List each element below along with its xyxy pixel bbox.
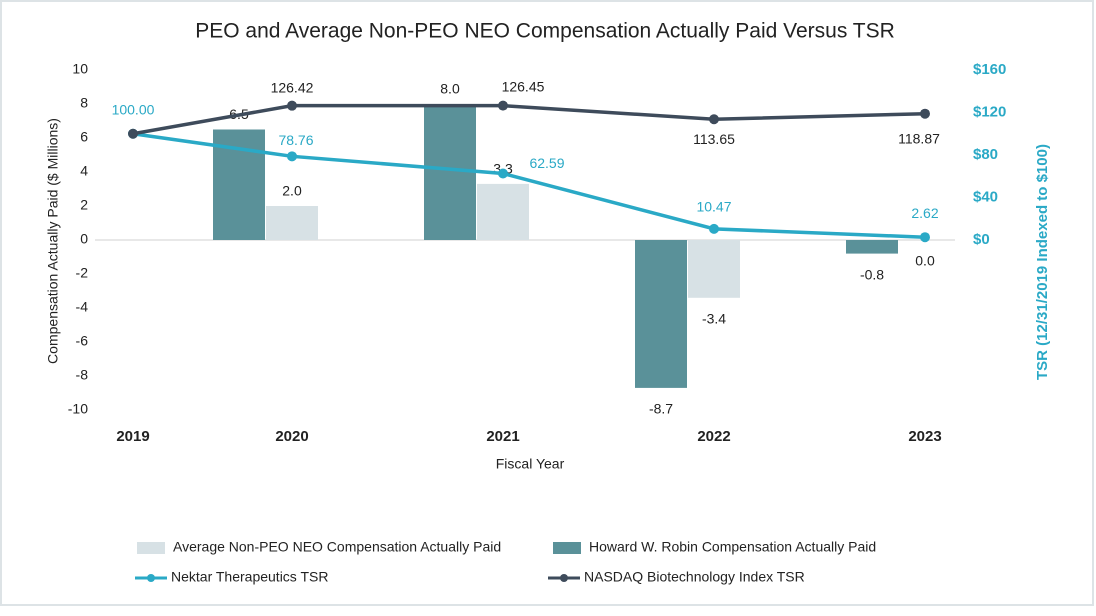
marker — [287, 100, 297, 111]
marker — [128, 128, 138, 139]
marker — [920, 108, 930, 119]
legend-label: Howard W. Robin Compensation Actually Pa… — [589, 539, 876, 555]
y2-tick-label: $80 — [973, 146, 998, 163]
marker — [498, 168, 508, 179]
y2-tick-label: $160 — [973, 61, 1006, 78]
data-label: -3.4 — [702, 311, 726, 327]
data-label: -8.7 — [649, 401, 673, 417]
data-label: 8.0 — [440, 81, 460, 97]
y2-tick-label: $0 — [973, 231, 990, 248]
y-tick-label: 10 — [72, 61, 88, 77]
data-label: 0.0 — [915, 253, 935, 269]
data-label: 78.76 — [278, 132, 313, 148]
data-label: 100.00 — [112, 101, 155, 117]
legend-label: Average Non-PEO NEO Compensation Actuall… — [173, 539, 501, 555]
data-label: 2.62 — [911, 205, 938, 221]
bar — [635, 240, 687, 388]
marker — [920, 232, 930, 243]
data-label: 62.59 — [529, 155, 564, 171]
bar — [266, 206, 318, 240]
y2-tick-label: $40 — [973, 188, 998, 205]
bar — [688, 240, 740, 298]
legend-label: NASDAQ Biotechnology Index TSR — [584, 569, 805, 585]
x-tick-label: 2019 — [116, 428, 149, 445]
marker — [709, 114, 719, 125]
x-tick-label: 2022 — [697, 428, 730, 445]
bar — [477, 183, 529, 240]
y-tick-label: 4 — [80, 163, 88, 179]
y-tick-label: 0 — [80, 231, 88, 247]
bar — [846, 240, 898, 254]
data-label: -0.8 — [860, 266, 884, 282]
y-tick-label: -10 — [68, 401, 88, 417]
legend-swatch — [560, 574, 568, 582]
y-tick-label: -6 — [76, 333, 89, 349]
x-tick-label: 2023 — [908, 428, 941, 445]
data-label: 126.42 — [271, 79, 314, 95]
data-label: 10.47 — [696, 199, 731, 215]
data-label: 2.0 — [282, 183, 302, 199]
y-tick-label: -2 — [76, 265, 89, 281]
chart-title: PEO and Average Non-PEO NEO Compensation… — [195, 20, 895, 43]
y2-axis-title: TSR (12/31/2019 Indexed to $100) — [1034, 144, 1051, 380]
data-label: 118.87 — [898, 130, 940, 146]
x-tick-label: 2021 — [486, 428, 519, 445]
marker — [709, 223, 719, 234]
y-axis-title: Compensation Actually Paid ($ Millions) — [45, 118, 61, 364]
y-tick-label: -4 — [76, 299, 89, 315]
legend-swatch — [137, 542, 165, 554]
legend-swatch — [553, 542, 581, 554]
y2-tick-label: $120 — [973, 103, 1006, 120]
data-label: 113.65 — [693, 131, 735, 147]
data-label: 126.45 — [502, 78, 545, 94]
x-tick-label: 2020 — [275, 428, 308, 445]
x-axis-title: Fiscal Year — [496, 456, 565, 472]
legend-swatch — [147, 574, 155, 582]
y-tick-label: 8 — [80, 95, 88, 111]
y-tick-label: 6 — [80, 129, 88, 145]
y-tick-label: 2 — [80, 197, 88, 213]
marker — [287, 151, 297, 162]
legend-label: Nektar Therapeutics TSR — [171, 569, 328, 585]
marker — [498, 100, 508, 111]
y-tick-label: -8 — [76, 367, 89, 383]
